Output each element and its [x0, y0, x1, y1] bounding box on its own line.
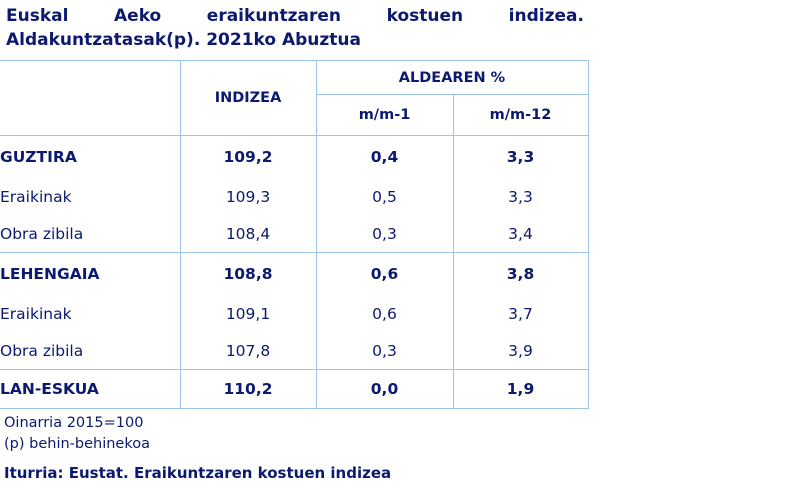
cell-mm12: 3,3	[453, 178, 589, 216]
cell-mm12: 3,7	[453, 295, 589, 333]
header-mm1: m/m-1	[316, 94, 454, 136]
cell-mm12: 3,9	[453, 332, 589, 370]
title-word: Aeko	[114, 6, 162, 26]
base-note: Oinarria 2015=100	[4, 415, 144, 431]
title-line-2: Aldakuntzatasak(p). 2021ko Abuztua	[6, 30, 361, 50]
table-row: LEHENGAIA 108,8 0,6 3,8	[0, 252, 589, 296]
title-word: Euskal	[6, 6, 69, 26]
source-note: Iturria: Eustat. Eraikuntzaren kostuen i…	[4, 464, 392, 482]
cell-mm12: 3,8	[453, 252, 589, 296]
cell-mm1: 0,5	[316, 178, 454, 216]
header-indizea: INDIZEA	[179, 60, 317, 136]
cell-mm12: 3,4	[453, 215, 589, 253]
table-row: Eraikinak 109,3 0,5 3,3	[0, 178, 589, 216]
row-label: GUZTIRA	[0, 135, 180, 179]
index-table: INDIZEA ALDEAREN % m/m-1 m/m-12 GUZTIRA …	[0, 60, 589, 409]
table-row: LAN-ESKUA 110,2 0,0 1,9	[0, 369, 589, 409]
title-word: eraikuntzaren	[206, 6, 342, 26]
title-line-1: Euskal Aeko eraikuntzaren kostuen indize…	[6, 4, 584, 28]
table-row: GUZTIRA 109,2 0,4 3,3	[0, 135, 589, 179]
cell-mm1: 0,6	[316, 252, 454, 296]
cell-indizea: 109,1	[179, 295, 317, 333]
row-label: Eraikinak	[0, 188, 72, 206]
cell-mm1: 0,6	[316, 295, 454, 333]
table-row: Obra zibila 107,8 0,3 3,9	[0, 332, 589, 370]
cell-indizea: 108,4	[179, 215, 317, 253]
cell-indizea: 107,8	[179, 332, 317, 370]
cell-indizea: 109,3	[179, 178, 317, 216]
row-label: Eraikinak	[0, 305, 72, 323]
row-label: Obra zibila	[0, 224, 84, 243]
table-row: Eraikinak 109,1 0,6 3,7	[0, 295, 589, 333]
cell-mm1: 0,0	[316, 369, 454, 409]
provisional-note: (p) behin-behinekoa	[4, 436, 150, 452]
cell-indizea: 108,8	[179, 252, 317, 296]
cell-mm12: 3,3	[453, 135, 589, 179]
cell-mm1: 0,4	[316, 135, 454, 179]
header-aldearen: ALDEAREN %	[316, 60, 589, 95]
cell-indizea: 109,2	[179, 135, 317, 179]
title-word: kostuen	[386, 6, 464, 26]
cell-indizea: 110,2	[179, 369, 317, 409]
cell-mm1: 0,3	[316, 215, 454, 253]
cell-mm1: 0,3	[316, 332, 454, 370]
document-title: Euskal Aeko eraikuntzaren kostuen indize…	[6, 4, 584, 52]
title-word: indizea.	[508, 6, 584, 26]
corner-header-cell	[0, 60, 180, 136]
row-label: LAN-ESKUA	[0, 369, 180, 409]
row-label: LEHENGAIA	[0, 252, 180, 296]
table-row: Obra zibila 108,4 0,3 3,4	[0, 215, 589, 253]
footnotes: Oinarria 2015=100 (p) behin-behinekoa	[4, 413, 150, 455]
header-mm12: m/m-12	[453, 94, 589, 136]
cell-mm12: 1,9	[453, 369, 589, 409]
row-label: Obra zibila	[0, 341, 84, 360]
